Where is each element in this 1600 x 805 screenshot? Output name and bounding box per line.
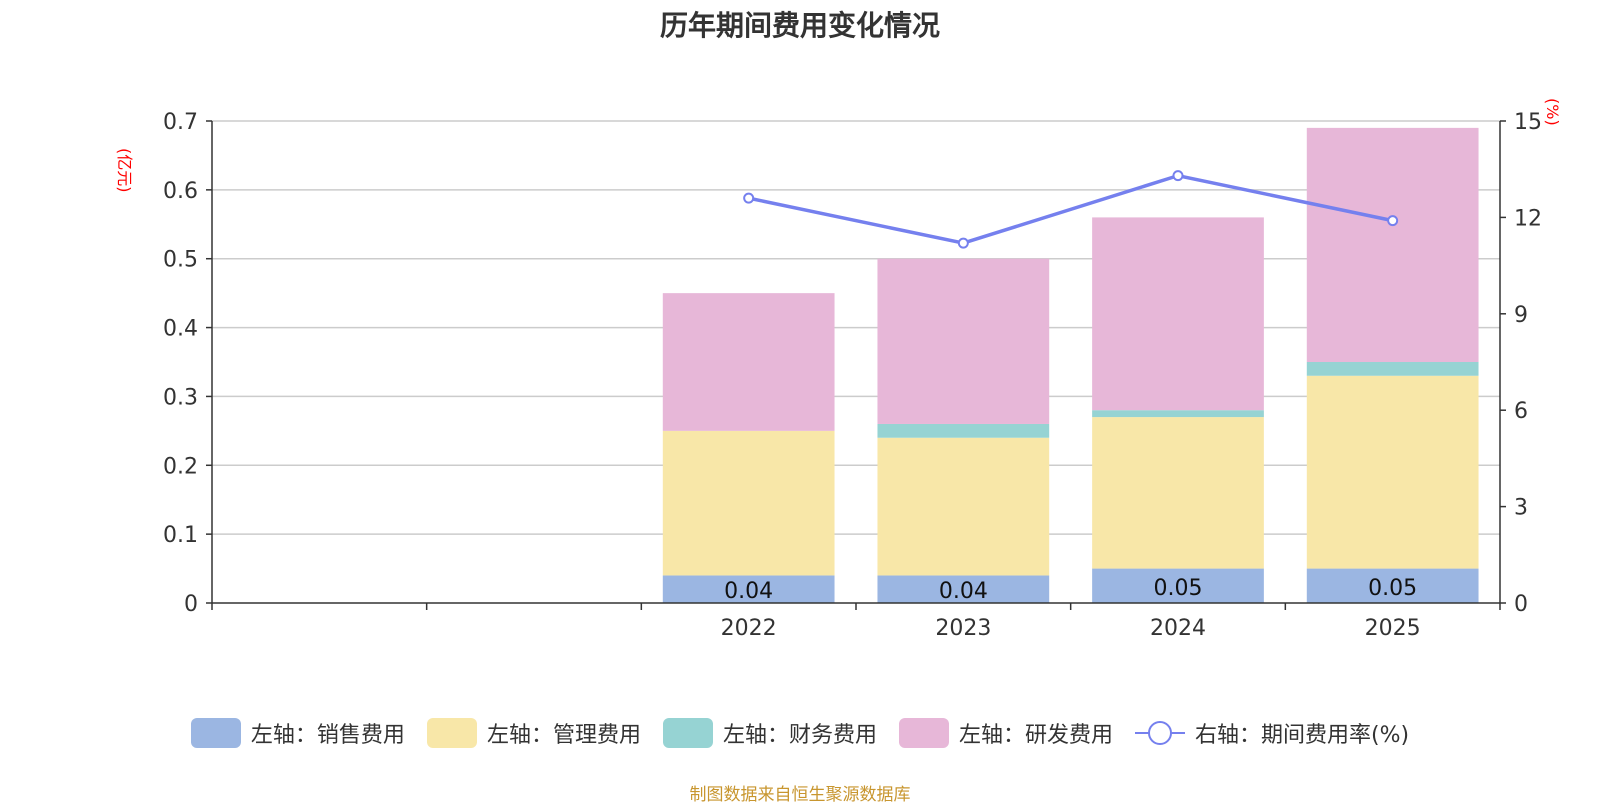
chart-legend: 左轴：销售费用 左轴：管理费用 左轴：财务费用 左轴：研发费用 右轴：期间费用率(%) [0, 717, 1600, 749]
bar-segment [877, 258, 1050, 424]
left-tick-label: 0.3 [163, 385, 198, 410]
x-tick-label: 2024 [1150, 616, 1206, 641]
bar-data-label: 0.04 [724, 579, 773, 604]
left-tick-label: 0.4 [163, 317, 198, 342]
left-tick-label: 0.2 [163, 454, 198, 479]
right-tick-label: 9 [1514, 303, 1528, 328]
x-tick-label: 2023 [935, 616, 991, 641]
bar-segment [877, 423, 1050, 438]
legend-label: 右轴：期间费用率(%) [1194, 723, 1410, 748]
legend-item[interactable]: 左轴：研发费用 [898, 717, 1113, 749]
data-source-note: 制图数据来自恒生聚源数据库 [689, 785, 911, 805]
bar-segment [662, 293, 835, 431]
bar-data-label: 0.05 [1154, 576, 1203, 601]
bar-segment [1306, 568, 1479, 603]
right-tick-label: 3 [1514, 496, 1528, 521]
bar-segment [1092, 568, 1264, 603]
rate-point [1387, 215, 1399, 227]
right-tick-label: 12 [1514, 206, 1542, 231]
legend-label: 左轴：财务费用 [722, 723, 877, 748]
x-tick-label: 2025 [1365, 616, 1421, 641]
legend-label: 左轴：销售费用 [250, 723, 405, 748]
bar-data-label: 0.04 [939, 579, 988, 604]
left-tick-label: 0 [184, 592, 198, 617]
bar-segment [1306, 362, 1479, 376]
rate-point [743, 192, 755, 204]
bar-segment [1092, 217, 1264, 411]
left-tick-label: 0.7 [163, 110, 198, 135]
bar-data-label: 0.05 [1368, 576, 1417, 601]
bar-segment [662, 575, 835, 603]
legend-label: 左轴：研发费用 [958, 723, 1113, 748]
bar-segment [877, 437, 1050, 576]
legend-swatch [898, 718, 949, 748]
x-tick-label: 2022 [721, 616, 777, 641]
left-tick-label: 0.6 [163, 179, 198, 204]
rate-series-line [748, 173, 1394, 245]
legend-item[interactable]: 左轴：管理费用 [426, 717, 641, 749]
bar-segment [1306, 127, 1479, 362]
bar-segment [1306, 375, 1479, 569]
legend-item[interactable]: 左轴：销售费用 [190, 717, 405, 749]
right-tick-label: 15 [1514, 110, 1542, 135]
right-tick-label: 6 [1514, 399, 1528, 424]
bar-segment [1092, 410, 1264, 418]
rate-point [1172, 170, 1184, 182]
rate-point [957, 237, 969, 249]
left-tick-label: 0.1 [163, 523, 198, 548]
bar-segment [877, 575, 1050, 603]
legend-item[interactable]: 右轴：期间费用率(%) [1134, 717, 1410, 749]
chart-title: 历年期间费用变化情况 [659, 9, 940, 42]
legend-swatch [426, 718, 477, 748]
legend-item[interactable]: 左轴：财务费用 [662, 717, 877, 749]
legend-swatch [662, 718, 713, 748]
legend-line-marker [1134, 718, 1185, 748]
bar-segment [662, 430, 835, 576]
left-tick-label: 0.5 [163, 248, 198, 273]
right-tick-label: 0 [1514, 592, 1528, 617]
legend-label: 左轴：管理费用 [486, 723, 641, 748]
legend-swatch [190, 718, 241, 748]
bar-segment [1092, 417, 1264, 569]
